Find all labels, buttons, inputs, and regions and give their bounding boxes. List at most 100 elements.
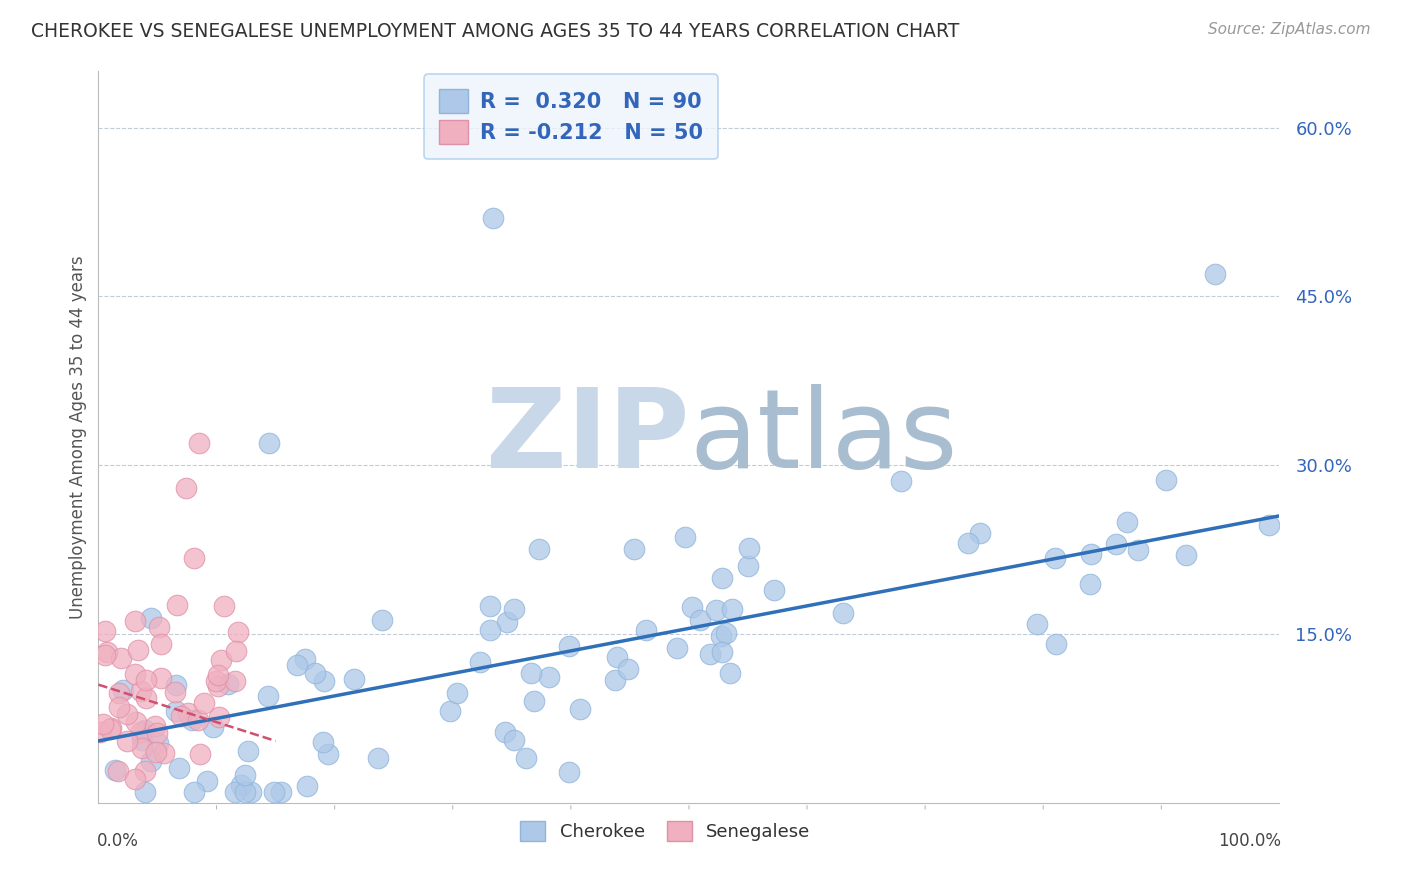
Point [124, 615, 146, 629]
Point [224, 784, 246, 798]
Point [145, 719, 167, 733]
Text: atlas: atlas [689, 384, 957, 491]
Point [127, 643, 149, 657]
Point [177, 706, 200, 721]
Point [131, 741, 153, 756]
Point [557, 639, 579, 653]
Point [134, 723, 156, 738]
Point [503, 602, 526, 616]
Point [100, 721, 122, 735]
Point [165, 704, 187, 718]
Point [482, 211, 505, 225]
Point [520, 665, 543, 680]
Point [569, 702, 592, 716]
Point [166, 599, 188, 613]
Text: 0.0%: 0.0% [97, 832, 139, 850]
Point [312, 673, 335, 688]
Point [167, 761, 190, 775]
Point [699, 647, 721, 661]
Point [201, 720, 224, 734]
Point [107, 764, 129, 778]
Text: CHEROKEE VS SENEGALESE UNEMPLOYMENT AMONG AGES 35 TO 44 YEARS CORRELATION CHART: CHEROKEE VS SENEGALESE UNEMPLOYMENT AMON… [31, 22, 959, 41]
Point [270, 784, 292, 798]
Point [446, 686, 468, 700]
Point [188, 747, 211, 761]
Point [187, 714, 209, 728]
Point [294, 652, 316, 666]
Point [207, 679, 229, 693]
Point [1105, 537, 1128, 551]
Point [135, 690, 157, 705]
Point [529, 542, 551, 557]
Point [689, 613, 711, 627]
Point [737, 558, 759, 573]
Point [1026, 617, 1049, 632]
Point [623, 542, 645, 557]
Point [468, 655, 491, 669]
Point [479, 599, 502, 614]
Point [636, 624, 658, 638]
Point [170, 709, 193, 723]
Point [311, 734, 333, 748]
Point [212, 599, 235, 614]
Point [956, 536, 979, 550]
Point [606, 649, 628, 664]
Point [617, 662, 640, 676]
Point [515, 750, 537, 764]
Y-axis label: Unemployment Among Ages 35 to 44 years: Unemployment Among Ages 35 to 44 years [69, 255, 87, 619]
Point [217, 677, 239, 691]
Point [367, 751, 389, 765]
Point [153, 746, 176, 760]
Point [225, 644, 247, 658]
Point [146, 736, 169, 750]
Point [104, 763, 127, 777]
Point [439, 704, 461, 718]
Point [666, 640, 689, 655]
Point [478, 624, 501, 638]
Point [131, 733, 153, 747]
Point [1204, 267, 1226, 281]
Point [107, 686, 129, 700]
Point [763, 582, 786, 597]
Point [141, 754, 163, 768]
Point [681, 599, 703, 614]
Point [165, 677, 187, 691]
Point [236, 744, 259, 758]
Point [129, 684, 152, 698]
Point [295, 780, 318, 794]
Point [183, 551, 205, 566]
Point [233, 784, 256, 798]
Text: ZIP: ZIP [485, 384, 689, 491]
Point [115, 734, 138, 748]
Point [226, 625, 249, 640]
Point [139, 611, 162, 625]
Point [1257, 517, 1279, 532]
Point [257, 689, 280, 703]
Text: 100.0%: 100.0% [1218, 832, 1281, 850]
Point [233, 768, 256, 782]
Point [704, 603, 727, 617]
Point [738, 541, 761, 555]
Point [231, 778, 253, 792]
Point [1080, 547, 1102, 561]
Point [150, 671, 173, 685]
Point [1115, 515, 1137, 529]
Point [890, 474, 912, 488]
Point [603, 673, 626, 687]
Point [165, 685, 187, 699]
Point [285, 657, 308, 672]
Point [124, 667, 146, 681]
Point [145, 745, 167, 759]
Point [1080, 576, 1102, 591]
Point [496, 615, 519, 629]
Point [89, 725, 111, 739]
Point [718, 666, 741, 681]
Point [134, 764, 156, 779]
Point [558, 764, 581, 779]
Point [98, 722, 121, 736]
Point [124, 715, 146, 730]
Point [124, 772, 146, 786]
Point [1175, 549, 1198, 563]
Point [112, 683, 135, 698]
Point [710, 645, 733, 659]
